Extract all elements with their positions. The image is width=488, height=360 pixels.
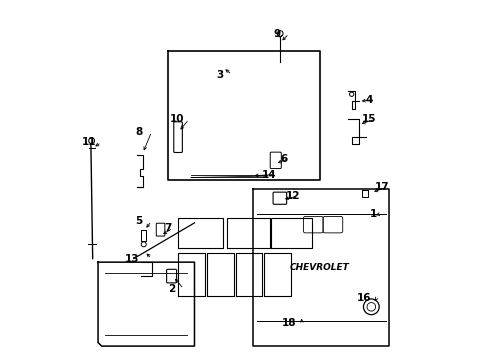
Text: 15: 15 [362, 114, 376, 124]
Text: 2: 2 [167, 284, 175, 294]
Text: CHEVROLET: CHEVROLET [289, 263, 349, 272]
Text: 1: 1 [369, 209, 376, 219]
Text: 11: 11 [81, 138, 96, 148]
Text: 12: 12 [285, 191, 299, 201]
Text: 16: 16 [356, 293, 371, 303]
Text: 3: 3 [215, 69, 223, 80]
Text: 14: 14 [262, 170, 276, 180]
Text: 9: 9 [272, 28, 280, 39]
Text: 5: 5 [135, 216, 142, 226]
Text: 7: 7 [163, 223, 171, 233]
Text: 18: 18 [281, 318, 296, 328]
Text: 4: 4 [365, 95, 372, 105]
Text: 6: 6 [280, 154, 287, 163]
Text: 10: 10 [169, 114, 183, 124]
Text: 17: 17 [374, 182, 388, 192]
Text: 8: 8 [135, 127, 142, 137]
Text: 13: 13 [124, 253, 139, 264]
